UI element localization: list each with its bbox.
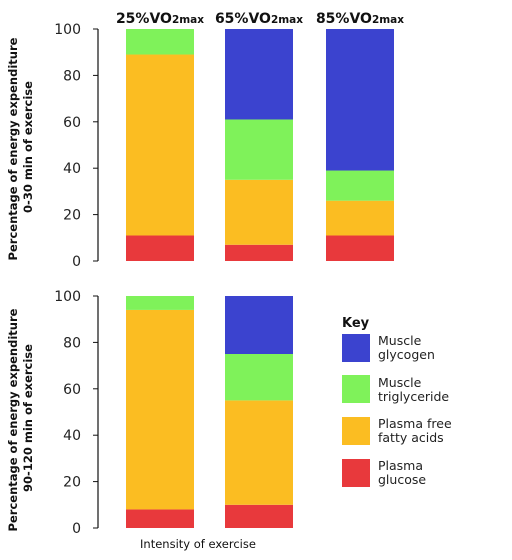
legend-swatch-muscle-glycogen [342,334,370,362]
top-bar-2-plasma-free-fatty-acids [225,179,293,245]
top-y-tick-label-80: 80 [63,68,81,84]
bottom-bar-2-plasma-free-fatty-acids [225,400,293,505]
legend-title: Key [342,316,370,331]
x-axis-title: Intensity of exercise [140,537,256,551]
bottom-y-tick-label-20: 20 [63,475,81,491]
bottom-y-tick-label-40: 40 [63,428,81,444]
top-bar-2-plasma-glucose [225,244,293,261]
panel-top: Percentage of energy expenditure 0-30 mi… [6,22,394,270]
legend-swatch-plasma-glucose [342,459,370,487]
top-ylabel: Percentage of energy expenditure 0-30 mi… [6,34,35,261]
bottom-bar-1-muscle-triglyceride [126,296,194,310]
top-y-tick-label-100: 100 [54,22,81,38]
legend-label-muscle-triglyceride: Muscle triglyceride [378,375,449,404]
legend-label-plasma-free-fatty-acids-line1: Plasma free [378,416,452,431]
top-y-tick-label-60: 60 [63,115,81,131]
top-bar-2-muscle-glycogen [225,29,293,120]
column-header-3: 85%VO2max [316,11,404,27]
bottom-bar-2-muscle-glycogen [225,296,293,354]
legend-swatch-plasma-free-fatty-acids [342,417,370,445]
legend-label-muscle-glycogen-line2: glycogen [378,347,435,362]
top-y-tick-label-0: 0 [72,254,81,270]
top-y-tick-label-20: 20 [63,208,81,224]
legend-label-plasma-glucose-line2: glucose [378,472,426,487]
top-bar-3-muscle-triglyceride [326,170,394,201]
top-ylabel-line1: Percentage of energy expenditure [6,37,20,260]
bottom-bar-1-plasma-free-fatty-acids [126,309,194,510]
column-header-2-main: 65%VO [215,11,271,27]
top-bar-3-plasma-free-fatty-acids [326,200,394,236]
legend-label-plasma-free-fatty-acids-line2: fatty acids [378,430,444,445]
column-header-3-main: 85%VO [316,11,372,27]
bottom-bar-1-plasma-glucose [126,509,194,528]
bottom-y-tick-label-0: 0 [72,521,81,537]
top-bar-1-plasma-free-fatty-acids [126,54,194,236]
top-bar-2-muscle-triglyceride [225,119,293,180]
bottom-y-tick-label-80: 80 [63,335,81,351]
legend-label-muscle-triglyceride-line1: Muscle [378,375,422,390]
legend: Key Muscle glycogen Muscle triglyceride … [342,316,456,487]
column-header-1: 25%VO2max [116,11,204,27]
top-y-tick-label-40: 40 [63,161,81,177]
legend-label-muscle-triglyceride-line2: triglyceride [378,389,449,404]
bottom-ylabel: Percentage of energy expenditure 90-120 … [6,305,35,532]
bottom-y-tick-label-100: 100 [54,289,81,305]
legend-label-plasma-glucose-line1: Plasma [378,458,423,473]
top-bar-1-plasma-glucose [126,235,194,261]
bottom-ylabel-line2: 90-120 min of exercise [21,344,35,492]
column-header-2: 65%VO2max [215,11,303,27]
column-header-1-main: 25%VO [116,11,172,27]
column-header-3-sub: 2max [372,14,404,26]
top-bar-3-muscle-glycogen [326,29,394,171]
legend-label-muscle-glycogen-line1: Muscle [378,333,422,348]
legend-label-plasma-free-fatty-acids: Plasma free fatty acids [378,416,456,445]
legend-label-muscle-glycogen: Muscle glycogen [378,333,435,362]
legend-label-plasma-glucose: Plasma glucose [378,458,427,487]
legend-swatch-muscle-triglyceride [342,375,370,403]
column-header-2-sub: 2max [271,14,303,26]
top-ylabel-line2: 0-30 min of exercise [21,81,35,213]
column-header-1-sub: 2max [172,14,204,26]
bottom-bar-2-plasma-glucose [225,504,293,528]
panel-bottom: Percentage of energy expenditure 90-120 … [6,289,293,551]
bottom-y-tick-label-60: 60 [63,382,81,398]
bottom-ylabel-line1: Percentage of energy expenditure [6,308,20,531]
top-bar-3-plasma-glucose [326,235,394,261]
bottom-bar-2-muscle-triglyceride [225,354,293,401]
top-bar-1-muscle-triglyceride [126,29,194,55]
